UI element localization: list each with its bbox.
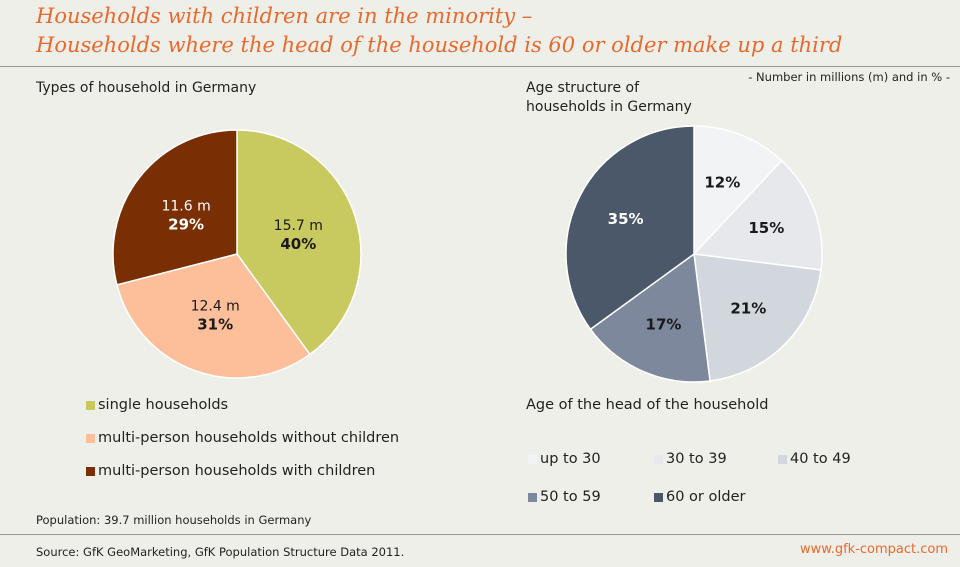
household-types-slice-single-households bbox=[236, 129, 362, 356]
legend-item-multi-children: multi-person households with children bbox=[86, 463, 375, 479]
legend-swatch-40-to-49 bbox=[778, 454, 787, 464]
age-structure-slice-40-to-49 bbox=[693, 253, 822, 382]
household-types-amount-multi-person-households-without-children: 12.4 m bbox=[191, 299, 240, 315]
legend-label-up-to-30: up to 30 bbox=[540, 451, 601, 467]
legend-item-30-to-39: 30 to 39 bbox=[654, 451, 727, 467]
chart-title: Households with children are in the mino… bbox=[36, 2, 936, 60]
household-types-slice-multi-person-households-with-children bbox=[112, 129, 238, 286]
household-types-amount-multi-person-households-with-children: 11.6 m bbox=[161, 199, 210, 215]
legend-label-60-or-older: 60 or older bbox=[666, 489, 746, 505]
age-structure-percent-up-to-30: 12% bbox=[704, 174, 740, 192]
age-structure-slice-60-or-older bbox=[565, 125, 695, 331]
age-structure-slice-up-to-30 bbox=[693, 125, 783, 256]
left-chart-label: Types of household in Germany bbox=[36, 80, 257, 96]
legend-swatch-up-to-30 bbox=[528, 454, 537, 464]
legend-swatch-multi-no-children bbox=[86, 433, 95, 443]
top-divider bbox=[0, 66, 960, 67]
units-note: - Number in millions (m) and in % - bbox=[748, 70, 950, 84]
legend-label-40-to-49: 40 to 49 bbox=[790, 451, 851, 467]
age-legend-title: Age of the head of the household bbox=[526, 397, 769, 413]
age-structure-percent-60-or-older: 35% bbox=[608, 210, 644, 228]
legend-item-50-to-59: 50 to 59 bbox=[528, 489, 601, 505]
legend-item-40-to-49: 40 to 49 bbox=[778, 451, 851, 467]
legend-swatch-60-or-older bbox=[654, 492, 663, 502]
household-types-percent-multi-person-households-without-children: 31% bbox=[197, 316, 233, 334]
age-structure-slice-50-to-59 bbox=[589, 252, 711, 383]
age-structure-percent-40-to-49: 21% bbox=[730, 299, 766, 317]
legend-swatch-single bbox=[86, 400, 95, 410]
age-structure-percent-50-to-59: 17% bbox=[646, 316, 682, 334]
legend-item-single: single households bbox=[86, 397, 228, 413]
legend-item-up-to-30: up to 30 bbox=[528, 451, 601, 467]
household-types-percent-single-households: 40% bbox=[280, 235, 316, 253]
legend-label-50-to-59: 50 to 59 bbox=[540, 489, 601, 505]
legend-swatch-50-to-59 bbox=[528, 492, 537, 502]
right-chart-label-line-1: Age structure of bbox=[526, 80, 640, 96]
legend-label-single: single households bbox=[98, 397, 229, 413]
household-types-slice-multi-person-households-without-children bbox=[115, 253, 311, 379]
legend-swatch-multi-children bbox=[86, 466, 95, 476]
population-note: Population: 39.7 million households in G… bbox=[36, 513, 312, 527]
age-structure-slice-30-to-39 bbox=[692, 159, 823, 271]
website-link[interactable]: www.gfk-compact.com bbox=[799, 542, 948, 557]
household-types-percent-multi-person-households-with-children: 29% bbox=[168, 216, 204, 234]
source-note: Source: GfK GeoMarketing, GfK Population… bbox=[36, 545, 405, 559]
bottom-divider bbox=[0, 534, 960, 535]
age-structure-percent-30-to-39: 15% bbox=[748, 219, 784, 237]
right-chart-label-line-2: households in Germany bbox=[526, 99, 692, 115]
household-types-amount-single-households: 15.7 m bbox=[274, 218, 323, 234]
legend-item-60-or-older: 60 or older bbox=[654, 489, 746, 505]
title-line-1: Households with children are in the mino… bbox=[36, 4, 533, 28]
title-line-2: Households where the head of the househo… bbox=[36, 33, 843, 57]
legend-label-multi-children: multi-person households with children bbox=[98, 463, 376, 479]
legend-item-multi-no-children: multi-person households without children bbox=[86, 430, 399, 446]
legend-label-multi-no-children: multi-person households without children bbox=[98, 430, 400, 446]
legend-swatch-30-to-39 bbox=[654, 454, 663, 464]
legend-label-30-to-39: 30 to 39 bbox=[666, 451, 727, 467]
